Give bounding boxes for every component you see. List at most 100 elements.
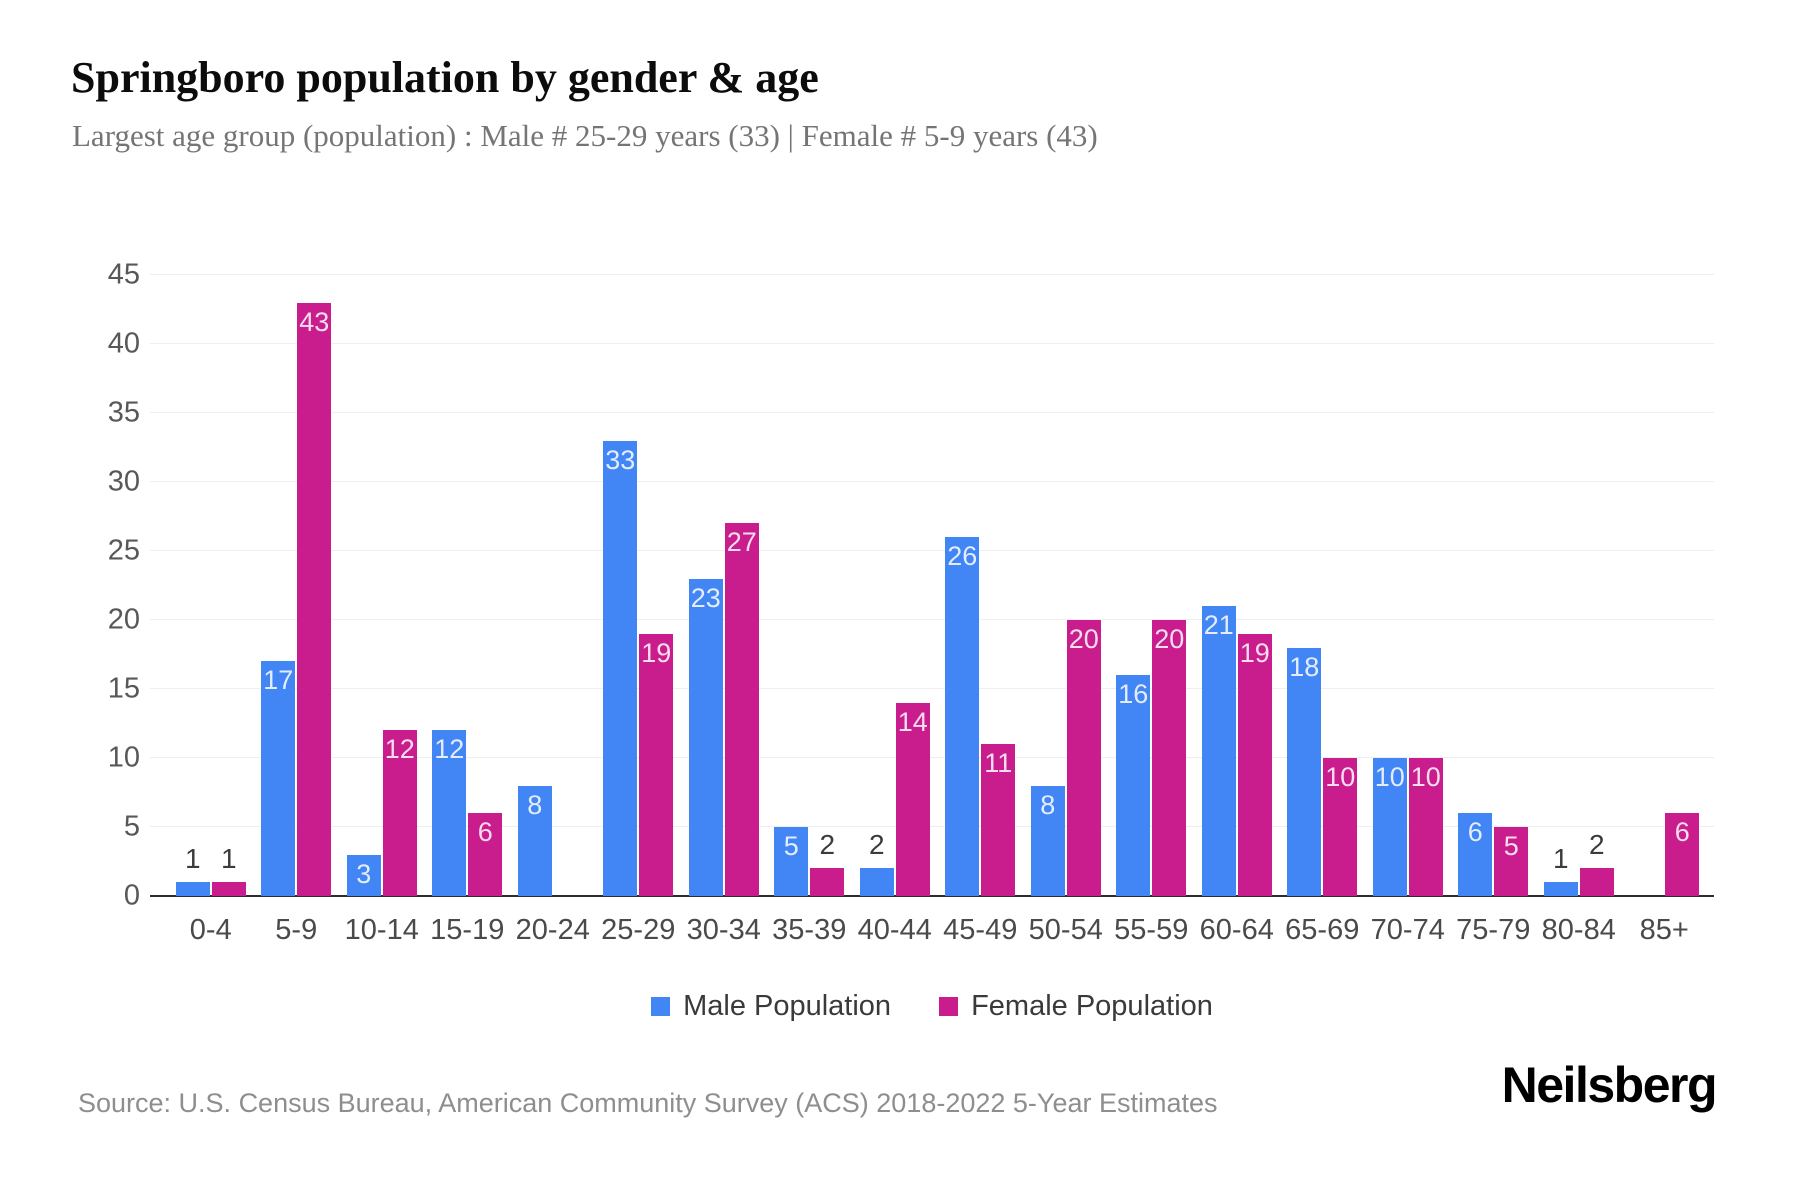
female-bar-60-64[interactable]: 19 [1237,633,1272,896]
bar-slot: 20 [1152,275,1187,896]
male-bar-60-64[interactable]: 21 [1201,606,1236,896]
bar-group: 12 6 15-19 [425,275,511,945]
female-bar-0-4[interactable]: 1 [211,845,246,896]
bar-slot: 26 [945,275,980,896]
male-bar-50-54[interactable]: 8 [1030,785,1065,896]
y-axis: 0 5 10 15 20 25 30 35 40 45 [50,260,140,910]
male-bar-75-79[interactable]: 6 [1458,813,1493,896]
bar-slot: 6 [1458,275,1493,896]
x-axis-label: 75-79 [1456,914,1531,946]
male-bar-45-49[interactable]: 26 [945,537,980,896]
male-bar-0-4[interactable]: 1 [175,845,210,896]
bar-slot: 17 [261,275,296,896]
bar-slot: 8 [1030,275,1065,896]
bar-slot: 5 [1494,275,1529,896]
bar-pair: 23 27 [681,275,767,896]
bar-pair: 8 20 [1023,275,1109,896]
bar-value-label: 1 [1552,843,1569,875]
gridline [150,619,1714,621]
female-bar-55-59[interactable]: 20 [1152,620,1187,896]
bar-slot [554,275,588,896]
bar-pair: 26 11 [938,275,1024,896]
female-bar-15-19[interactable]: 6 [468,813,503,896]
bar-value-label: 6 [1467,817,1483,848]
female-bar-5-9[interactable]: 43 [297,302,332,896]
y-axis-tick-label: 10 [107,741,140,774]
bar-pair: 12 6 [425,275,511,896]
legend-item-male[interactable]: Male Population [651,990,891,1023]
gridline [150,688,1714,689]
y-axis-tick-label: 35 [107,396,140,429]
bar-slot: 10 [1323,275,1358,896]
bar-value-label: 12 [384,734,415,765]
x-axis-label: 60-64 [1199,914,1274,946]
bar-slot: 27 [724,275,759,896]
bar-slot: 19 [1237,275,1272,896]
bar-slot: 12 [382,275,417,896]
bar-group: 5 2 35-39 [767,275,853,945]
bar-value-label: 1 [220,843,237,875]
legend-item-female[interactable]: Female Population [939,990,1213,1023]
bar-slot: 6 [1665,275,1700,896]
chart-title: Springboro population by gender & age [71,53,819,102]
male-bar-70-74[interactable]: 10 [1372,758,1407,896]
male-bar-40-44[interactable]: 2 [859,831,894,896]
female-bar-70-74[interactable]: 10 [1408,758,1443,896]
y-axis-tick-label: 5 [123,810,140,843]
bar-value-label: 27 [726,527,757,558]
bar-value-label: 10 [1325,762,1356,793]
female-bar-10-14[interactable]: 12 [382,730,417,896]
female-bar-65-69[interactable]: 10 [1323,758,1358,896]
bar-value-label: 14 [897,706,928,737]
bar-pair: 8 [510,275,596,896]
male-bar-5-9[interactable]: 17 [261,661,296,896]
x-axis-label: 10-14 [344,914,419,946]
x-axis-label: 80-84 [1541,914,1616,946]
y-axis-tick-label: 15 [107,672,140,705]
bar-group: 1 2 80-84 [1536,275,1622,945]
female-bar-85+[interactable]: 6 [1665,813,1700,896]
male-bar-55-59[interactable]: 16 [1116,675,1151,896]
male-bar-35-39[interactable]: 5 [774,827,809,896]
male-bar-25-29[interactable]: 33 [603,440,638,896]
x-axis-label: 45-49 [943,914,1018,946]
bar-pair: 33 19 [596,275,682,896]
female-bar-25-29[interactable]: 19 [639,633,674,896]
bar-slot [1629,275,1663,896]
bar-value-label: 6 [477,817,493,848]
female-bar-80-84[interactable]: 2 [1579,831,1614,896]
female-bar-45-49[interactable]: 11 [981,744,1016,896]
bar-group: 6 85+ [1622,275,1708,945]
female-bar-40-44[interactable]: 14 [895,702,930,896]
bar-group: 18 10 65-69 [1280,275,1366,945]
bar-group: 8 20 50-54 [1023,275,1109,945]
x-axis-label: 30-34 [686,914,761,946]
male-bar-15-19[interactable]: 12 [432,730,467,896]
female-bar-50-54[interactable]: 20 [1066,620,1101,896]
bar-value-label: 2 [868,829,885,861]
female-bar-75-79[interactable]: 5 [1494,827,1529,896]
legend-female-label: Female Population [971,990,1213,1022]
male-bar-65-69[interactable]: 18 [1287,647,1322,896]
male-bar-20-24[interactable]: 8 [517,785,552,896]
bar-value-label: 20 [1068,624,1099,655]
bar-slot: 2 [859,275,894,896]
bar-value-label: 18 [1289,651,1320,682]
bar-group: 16 20 55-59 [1109,275,1195,945]
y-axis-tick-label: 40 [107,327,140,360]
bar-pair: 6 [1622,275,1708,896]
female-bar-35-39[interactable]: 2 [810,831,845,896]
bar-slot: 21 [1201,275,1236,896]
male-bar-80-84[interactable]: 1 [1543,845,1578,896]
brand-logo: Neilsberg [1501,1057,1718,1113]
bar-value-label: 19 [641,637,672,668]
male-bar-30-34[interactable]: 23 [688,578,723,896]
male-bar-10-14[interactable]: 3 [346,854,381,896]
bar-value-label: 17 [263,665,294,696]
bar-slot: 18 [1287,275,1322,896]
gridline [150,757,1714,759]
female-bar-30-34[interactable]: 27 [724,523,759,896]
